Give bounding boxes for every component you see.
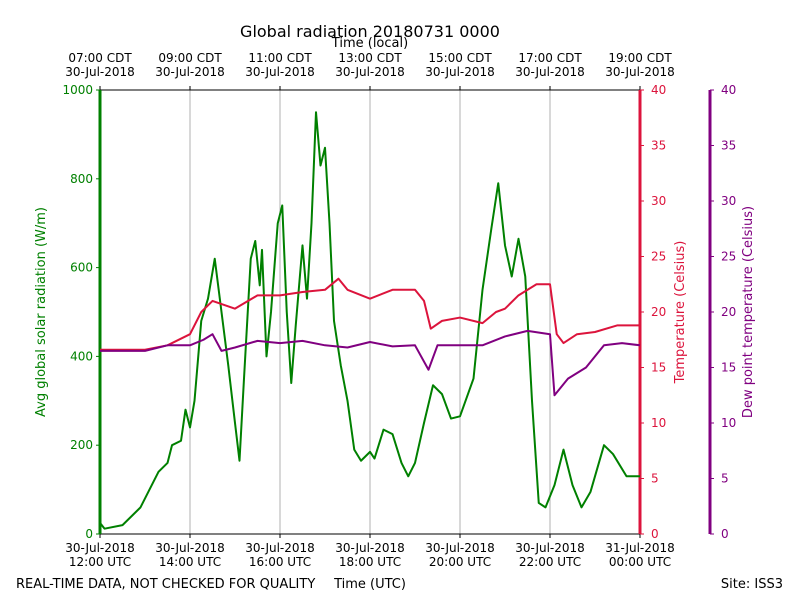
y3-tick-label: 0 [721, 527, 729, 541]
y3-tick-label: 15 [721, 361, 736, 375]
y3-tick-label: 10 [721, 416, 736, 430]
y-tick-label: 600 [70, 261, 93, 275]
y2-tick-label: 5 [651, 472, 659, 486]
y2-tick-label: 25 [651, 250, 666, 264]
chart-title: Global radiation 20180731 0000 [240, 22, 500, 41]
x2-tick-label: 19:00 CDT 30-Jul-2018 [605, 51, 675, 79]
x-tick-label: 30-Jul-2018 22:00 UTC [515, 541, 585, 569]
x-axis-label: Time (UTC) [333, 577, 406, 592]
x2-tick-label: 07:00 CDT 30-Jul-2018 [65, 51, 135, 79]
x-tick-label: 30-Jul-2018 20:00 UTC [425, 541, 495, 569]
series-line [99, 111, 640, 530]
y-tick-label: 800 [70, 172, 93, 186]
x2-axis-label: Time (local) [331, 36, 408, 51]
y2-tick-label: 10 [651, 416, 666, 430]
x2-tick-label: 13:00 CDT 30-Jul-2018 [335, 51, 405, 79]
x-tick-label: 30-Jul-2018 14:00 UTC [155, 541, 225, 569]
y-tick-label: 1000 [62, 83, 93, 97]
x-tick-label: 31-Jul-2018 00:00 UTC [605, 541, 675, 569]
y2-tick-label: 30 [651, 194, 666, 208]
site-label: Site: ISS3 [721, 577, 783, 592]
y-axis-label: Avg global solar radiation (W/m) [34, 207, 49, 417]
y2-tick-label: 40 [651, 83, 666, 97]
x2-tick-label: 11:00 CDT 30-Jul-2018 [245, 51, 315, 79]
y3-tick-label: 40 [721, 83, 736, 97]
y3-tick-label: 35 [721, 139, 736, 153]
y2-tick-label: 15 [651, 361, 666, 375]
x-tick-label: 30-Jul-2018 12:00 UTC [65, 541, 135, 569]
y3-tick-label: 20 [721, 305, 736, 319]
y-tick-label: 200 [70, 438, 93, 452]
x2-tick-label: 17:00 CDT 30-Jul-2018 [515, 51, 585, 79]
y2-tick-label: 35 [651, 139, 666, 153]
footer-note: REAL-TIME DATA, NOT CHECKED FOR QUALITY [16, 577, 315, 592]
series-line [100, 277, 640, 351]
y-tick-label: 400 [70, 349, 93, 363]
x2-tick-label: 15:00 CDT 30-Jul-2018 [425, 51, 495, 79]
x-tick-label: 30-Jul-2018 18:00 UTC [335, 541, 405, 569]
y2-tick-label: 0 [651, 527, 659, 541]
y2-tick-label: 20 [651, 305, 666, 319]
series-line [100, 329, 641, 397]
y2-axis-label: Temperature (Celsius) [673, 241, 688, 385]
y3-tick-label: 25 [721, 250, 736, 264]
x-tick-label: 30-Jul-2018 16:00 UTC [245, 541, 315, 569]
y3-tick-label: 5 [721, 472, 729, 486]
y3-tick-label: 30 [721, 194, 736, 208]
y-tick-label: 0 [85, 527, 93, 541]
x2-tick-label: 09:00 CDT 30-Jul-2018 [155, 51, 225, 79]
y3-axis-label: Dew point temperature (Celsius) [741, 206, 756, 418]
